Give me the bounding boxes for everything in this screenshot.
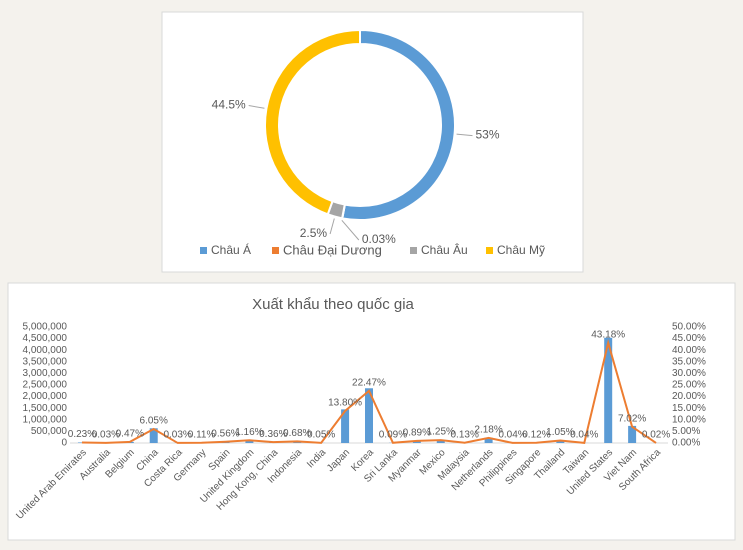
leader-line xyxy=(248,105,265,109)
bar xyxy=(341,409,350,443)
y-tick-label: 2,000,000 xyxy=(23,391,68,402)
data-label: 0.04% xyxy=(498,430,526,441)
y-tick-label: 1,500,000 xyxy=(23,403,68,414)
data-label: 0.05% xyxy=(307,430,335,441)
data-label: 0.03% xyxy=(362,232,396,246)
data-label: 1.05% xyxy=(546,427,574,438)
y2-tick-label: 50.00% xyxy=(672,322,706,333)
bar xyxy=(436,439,445,443)
data-label: 2.18% xyxy=(474,425,502,436)
bar xyxy=(556,440,565,443)
chart-title: Xuất khẩu theo quốc gia xyxy=(252,296,414,313)
data-label: 0.09% xyxy=(379,429,407,440)
donut-panel xyxy=(161,11,584,273)
bar xyxy=(365,388,373,443)
y2-tick-label: 25.00% xyxy=(672,380,706,391)
bar xyxy=(149,428,158,443)
legend-label: Châu Đại Dương xyxy=(283,242,382,257)
data-label: 2.5% xyxy=(300,226,328,240)
data-label: 0.56% xyxy=(211,428,239,439)
bar xyxy=(484,437,493,443)
data-label: 0.02% xyxy=(642,430,670,441)
data-label: 13.80% xyxy=(328,398,362,409)
legend-swatch xyxy=(410,247,417,254)
data-label: 43.18% xyxy=(591,329,625,340)
legend-label: Châu Á xyxy=(211,242,251,257)
data-label: 1.16% xyxy=(235,427,263,438)
legend-label: Châu Mỹ xyxy=(497,243,545,257)
data-label: 0.23% xyxy=(68,429,96,440)
y2-tick-label: 35.00% xyxy=(672,356,706,367)
line xyxy=(81,338,657,444)
y2-tick-label: 5.00% xyxy=(672,426,700,437)
y2-tick-label: 45.00% xyxy=(672,333,706,344)
data-label: 0.11% xyxy=(188,429,216,440)
y2-tick-label: 10.00% xyxy=(672,414,706,425)
data-label: 0.12% xyxy=(522,429,550,440)
y2-tick-label: 30.00% xyxy=(672,368,706,379)
data-label: 6.05% xyxy=(140,416,168,427)
data-label: 53% xyxy=(476,128,500,142)
y2-tick-label: 20.00% xyxy=(672,391,706,402)
data-label: 44.5% xyxy=(212,98,246,112)
y2-tick-label: 15.00% xyxy=(672,403,706,414)
y-tick-label: 5,000,000 xyxy=(23,322,68,333)
y-tick-label: 2,500,000 xyxy=(23,380,68,391)
y-tick-label: 0 xyxy=(61,438,67,449)
y-tick-label: 4,000,000 xyxy=(23,345,68,356)
y-tick-label: 4,500,000 xyxy=(23,333,68,344)
bar xyxy=(604,337,613,443)
legend-swatch xyxy=(486,247,493,254)
data-label: 0.13% xyxy=(451,429,479,440)
data-label: 1.25% xyxy=(427,427,455,438)
data-label: 0.89% xyxy=(403,428,431,439)
y-tick-label: 1,000,000 xyxy=(23,414,68,425)
data-label: 0.04% xyxy=(570,430,598,441)
y2-tick-label: 0.00% xyxy=(672,438,700,449)
data-label: 0.36% xyxy=(259,429,287,440)
data-label: 0.03% xyxy=(163,430,191,441)
legend-swatch xyxy=(272,247,279,254)
bar xyxy=(628,425,637,443)
leader-line xyxy=(456,133,473,137)
data-label: 7.02% xyxy=(618,413,646,424)
y-tick-label: 3,500,000 xyxy=(23,356,68,367)
y2-tick-label: 40.00% xyxy=(672,345,706,356)
data-label: 0.47% xyxy=(116,429,144,440)
data-label: 22.47% xyxy=(352,378,386,389)
donut-slice xyxy=(264,28,361,216)
legend-label: Châu Âu xyxy=(421,242,468,257)
y-tick-label: 3,000,000 xyxy=(23,368,68,379)
leader-line xyxy=(329,218,335,235)
y-tick-label: 500,000 xyxy=(31,426,68,437)
leader-line xyxy=(341,219,360,241)
bar xyxy=(245,440,254,443)
legend-swatch xyxy=(200,247,207,254)
data-label: 0.03% xyxy=(92,430,120,441)
data-label: 0.68% xyxy=(283,428,311,439)
